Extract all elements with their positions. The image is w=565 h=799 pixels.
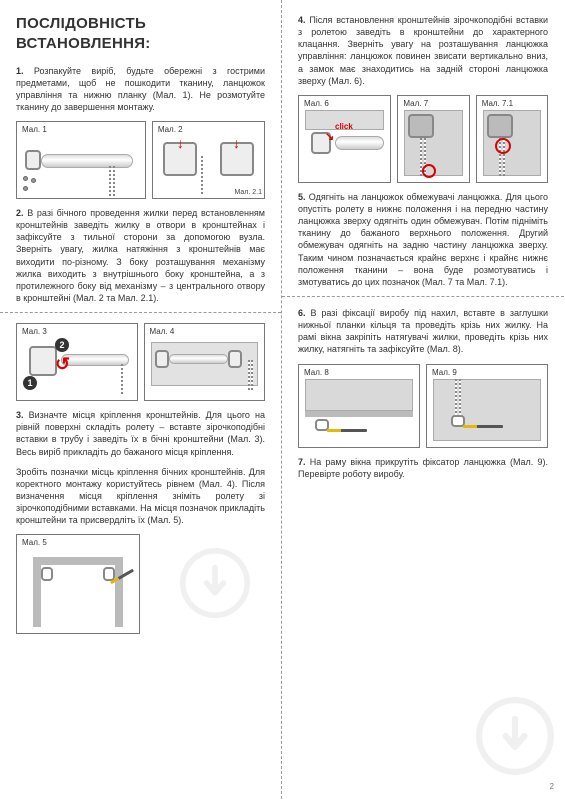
fig-label: Мал. 4 [150,327,175,338]
step-3-text: 3. Визначте місця кріплення кронштейнів.… [16,409,265,458]
figure-2: Мал. 2 Мал. 2.1 ↓ ↓ [152,121,265,199]
step-2-text: 2. В разі бічного проведення жилки перед… [16,207,265,304]
figure-4: Мал. 4 [144,323,266,401]
figure-5: Мал. 5 [16,534,140,634]
step-1-text: 1. Розпакуйте виріб, будьте обережні з г… [16,65,265,114]
page-number: 2 [550,782,554,793]
right-divider [282,296,564,297]
fig-label: Мал. 7 [403,99,428,110]
callout-2: 2 [55,338,69,352]
figure-row-8-9: Мал. 8 Мал. 9 [298,364,548,448]
figure-row-3-4: Мал. 3 1 2 ↺ Мал. 4 [16,323,265,401]
figure-row-5: Мал. 5 [16,534,265,634]
fig-label: Мал. 8 [304,368,329,379]
figure-7-1: Мал. 7.1 [476,95,548,183]
figure-1: Мал. 1 [16,121,146,199]
figure-6: Мал. 6 click ↘ [298,95,391,183]
step-3b-text: Зробіть позначки місць кріплення бічних … [16,466,265,527]
fig-label: Мал. 9 [432,368,457,379]
watermark-right [476,697,554,775]
page-title: ПОСЛІДОВНІСТЬ ВСТАНОВЛЕННЯ: [16,14,265,55]
fig-label: Мал. 1 [22,125,47,136]
figure-row-1-2: Мал. 1 Мал. 2 Мал. 2.1 ↓ [16,121,265,199]
left-divider [0,312,281,313]
callout-1: 1 [23,376,37,390]
step-7-text: 7. На раму вікна прикрутіть фіксатор лан… [298,456,548,480]
instruction-page: ПОСЛІДОВНІСТЬ ВСТАНОВЛЕННЯ: 1. Розпакуйт… [0,0,565,799]
figure-8: Мал. 8 [298,364,420,448]
figure-3: Мал. 3 1 2 ↺ [16,323,138,401]
left-column: ПОСЛІДОВНІСТЬ ВСТАНОВЛЕННЯ: 1. Розпакуйт… [0,0,282,799]
right-column: 4. Після встановлення кронштейнів зірочк… [282,0,564,799]
fig-label: Мал. 6 [304,99,329,110]
figure-9: Мал. 9 [426,364,548,448]
fig-label: Мал. 5 [22,538,47,549]
click-label: click [335,122,353,133]
step-6-text: 6. В разі фіксації виробу під нахил, вст… [298,307,548,356]
figure-7: Мал. 7 [397,95,469,183]
step-4-text: 4. Після встановлення кронштейнів зірочк… [298,14,548,87]
figure-row-6-7: Мал. 6 click ↘ Мал. 7 [298,95,548,183]
fig-label: Мал. 3 [22,327,47,338]
fig-label: Мал. 7.1 [482,99,513,110]
step-5-text: 5. Одягніть на ланцюжок обмежувачі ланцю… [298,191,548,288]
